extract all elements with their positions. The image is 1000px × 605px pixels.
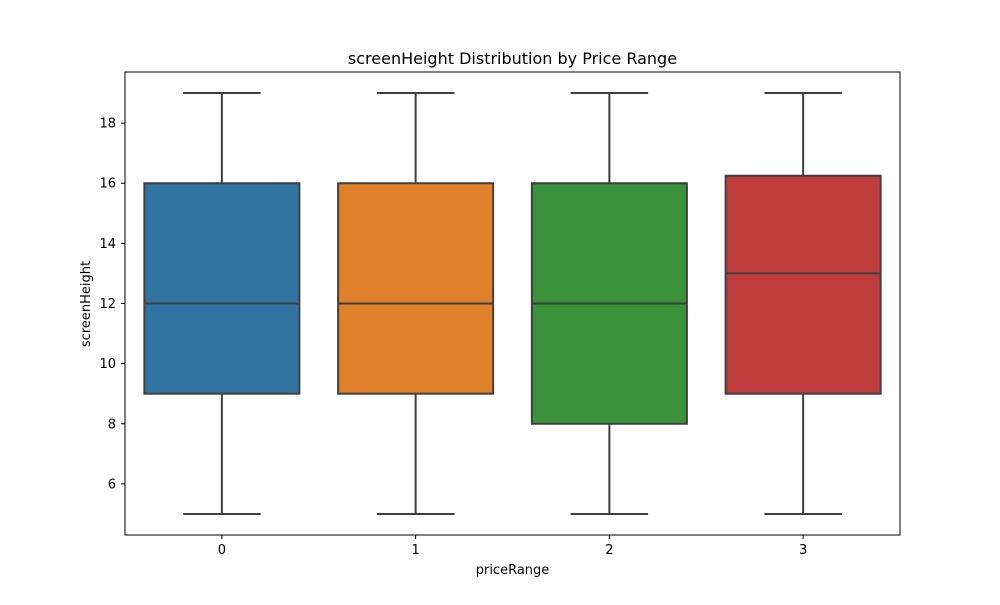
chart-title: screenHeight Distribution by Price Range [348,49,677,68]
y-tick-label: 8 [108,417,116,432]
x-tick-label: 0 [218,543,226,558]
x-axis-label: priceRange [476,563,550,578]
box-group [337,92,495,515]
y-axis-label: screenHeight [79,261,94,347]
x-tick-label: 1 [411,543,419,558]
plot-area [143,92,882,515]
y-tick-label: 6 [108,477,116,492]
x-tick-label: 3 [799,543,807,558]
box [143,182,301,395]
box-group [143,92,301,515]
box-group [724,92,882,515]
y-tick-label: 12 [99,297,116,312]
x-tick-label: 2 [605,543,613,558]
box-group [530,92,688,515]
box [724,174,882,395]
y-tick-label: 14 [99,237,116,252]
box [337,182,495,395]
y-tick-label: 10 [99,357,116,372]
y-tick-label: 18 [99,117,116,132]
y-tick-label: 16 [99,177,116,192]
